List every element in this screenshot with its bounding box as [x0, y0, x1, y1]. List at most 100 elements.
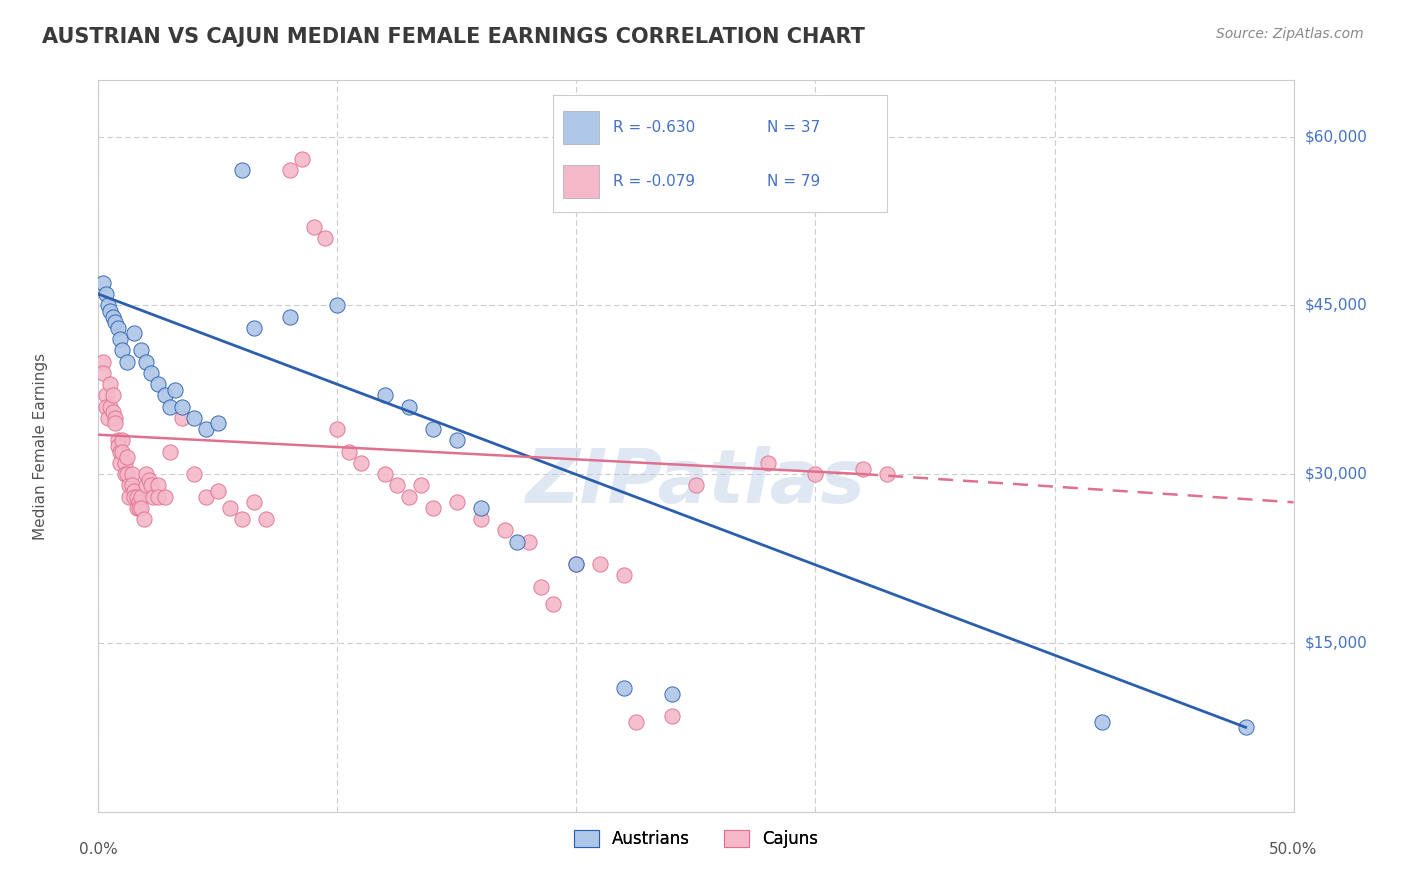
Point — [118, 490, 141, 504]
Text: $15,000: $15,000 — [1305, 635, 1368, 650]
Point — [121, 467, 143, 482]
Point — [131, 343, 153, 358]
Text: $30,000: $30,000 — [1305, 467, 1368, 482]
Point — [446, 495, 468, 509]
Point — [104, 410, 127, 425]
Point — [101, 310, 124, 324]
Point — [91, 354, 114, 368]
Point — [115, 467, 138, 482]
Point — [108, 444, 131, 458]
Point — [101, 405, 124, 419]
Point — [315, 231, 337, 245]
Point — [159, 400, 181, 414]
Point — [107, 434, 129, 448]
Point — [148, 377, 170, 392]
Legend: Austrians, Cajuns: Austrians, Cajuns — [567, 823, 825, 855]
Text: AUSTRIAN VS CAJUN MEDIAN FEMALE EARNINGS CORRELATION CHART: AUSTRIAN VS CAJUN MEDIAN FEMALE EARNINGS… — [42, 27, 865, 46]
Point — [589, 557, 612, 571]
Point — [207, 417, 229, 431]
Point — [411, 478, 433, 492]
Point — [398, 400, 420, 414]
Text: ZIPatlas: ZIPatlas — [526, 446, 866, 519]
Point — [219, 500, 242, 515]
Point — [1091, 714, 1114, 729]
Point — [339, 444, 361, 458]
Point — [115, 450, 138, 465]
Point — [135, 467, 157, 482]
Point — [195, 422, 218, 436]
Point — [111, 434, 134, 448]
Point — [128, 495, 150, 509]
Point — [111, 444, 134, 458]
Point — [661, 687, 683, 701]
Point — [124, 326, 146, 341]
Point — [101, 388, 124, 402]
Point — [94, 388, 117, 402]
Point — [131, 500, 153, 515]
Point — [876, 467, 898, 482]
Point — [374, 388, 396, 402]
Point — [517, 534, 540, 549]
Point — [207, 483, 229, 498]
Point — [91, 276, 114, 290]
Point — [148, 478, 170, 492]
Point — [183, 467, 205, 482]
Point — [163, 383, 186, 397]
Point — [121, 478, 143, 492]
Point — [374, 467, 396, 482]
Point — [97, 410, 120, 425]
Point — [254, 512, 277, 526]
Point — [243, 321, 266, 335]
Point — [278, 163, 301, 178]
Point — [139, 478, 162, 492]
Point — [98, 304, 122, 318]
Point — [148, 490, 170, 504]
Point — [385, 478, 409, 492]
Point — [231, 163, 253, 178]
Point — [94, 287, 117, 301]
Point — [470, 500, 492, 515]
Point — [138, 473, 160, 487]
Point — [565, 557, 588, 571]
Point — [107, 439, 129, 453]
Point — [326, 298, 349, 312]
Point — [613, 568, 636, 582]
Point — [108, 332, 131, 346]
Point — [291, 152, 314, 166]
Point — [278, 310, 301, 324]
Point — [1234, 720, 1257, 734]
Point — [114, 467, 136, 482]
Point — [155, 388, 177, 402]
Point — [94, 400, 117, 414]
Point — [124, 490, 146, 504]
Point — [108, 456, 131, 470]
Text: 50.0%: 50.0% — [1270, 842, 1317, 857]
Point — [98, 377, 122, 392]
Point — [172, 410, 194, 425]
Point — [107, 321, 129, 335]
Point — [132, 512, 155, 526]
Point — [661, 709, 683, 723]
Point — [422, 422, 444, 436]
Point — [530, 580, 553, 594]
Point — [183, 410, 205, 425]
Point — [155, 490, 177, 504]
Point — [111, 343, 134, 358]
Point — [131, 490, 153, 504]
Point — [97, 298, 120, 312]
Point — [159, 444, 181, 458]
Point — [446, 434, 468, 448]
Text: 0.0%: 0.0% — [79, 842, 118, 857]
Point — [398, 490, 420, 504]
Point — [804, 467, 827, 482]
Point — [135, 354, 157, 368]
Point — [326, 422, 349, 436]
Point — [626, 714, 648, 729]
Point — [422, 500, 444, 515]
Point — [506, 534, 529, 549]
Point — [195, 490, 218, 504]
Point — [243, 495, 266, 509]
Text: $45,000: $45,000 — [1305, 298, 1368, 313]
Point — [115, 354, 138, 368]
Point — [613, 681, 636, 695]
